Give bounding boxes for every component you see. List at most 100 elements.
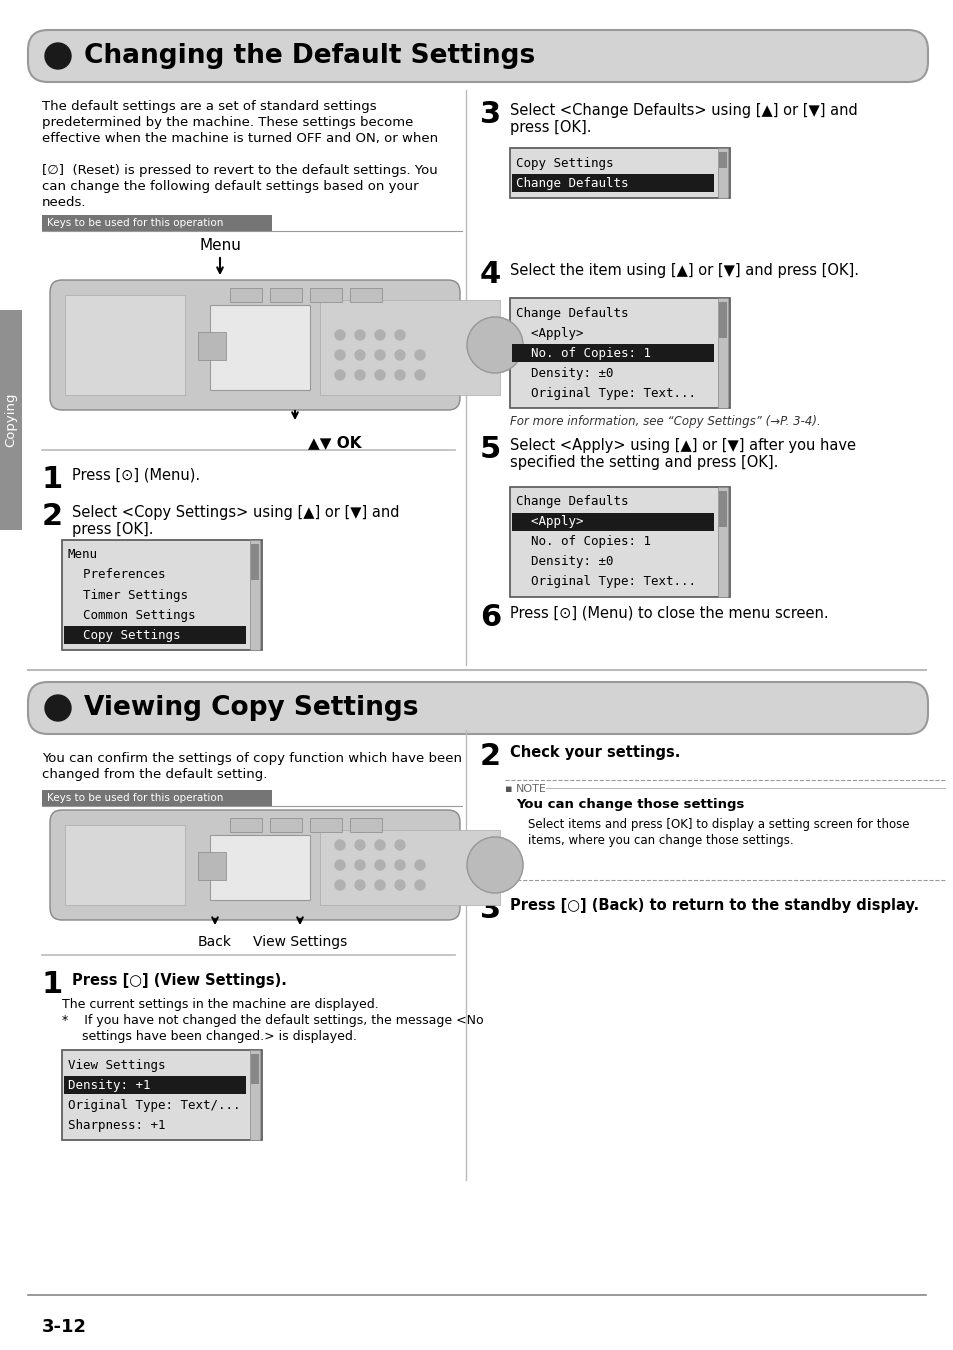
Bar bbox=[718, 298, 727, 408]
Circle shape bbox=[375, 860, 385, 869]
Circle shape bbox=[335, 329, 345, 340]
Bar bbox=[251, 1054, 258, 1084]
Text: Copy Settings: Copy Settings bbox=[516, 157, 613, 170]
Text: Menu: Menu bbox=[68, 548, 98, 562]
Bar bbox=[251, 544, 258, 580]
Circle shape bbox=[467, 317, 522, 373]
Text: Viewing Copy Settings: Viewing Copy Settings bbox=[84, 695, 418, 721]
Bar bbox=[198, 332, 226, 360]
Text: No. of Copies: 1: No. of Copies: 1 bbox=[516, 347, 650, 359]
Text: Check your settings.: Check your settings. bbox=[510, 745, 679, 760]
Text: 6: 6 bbox=[479, 603, 500, 632]
Circle shape bbox=[395, 880, 405, 890]
Text: ▪: ▪ bbox=[504, 784, 512, 794]
Bar bbox=[510, 148, 729, 198]
Circle shape bbox=[395, 860, 405, 869]
Text: ▲▼ OK: ▲▼ OK bbox=[308, 435, 361, 450]
Bar bbox=[65, 825, 185, 905]
Text: <Apply>: <Apply> bbox=[516, 516, 583, 528]
Bar bbox=[64, 1076, 246, 1094]
Text: *    If you have not changed the default settings, the message <No: * If you have not changed the default se… bbox=[62, 1014, 483, 1027]
Text: Select <Copy Settings> using [▲] or [▼] and
press [OK].: Select <Copy Settings> using [▲] or [▼] … bbox=[71, 505, 399, 537]
Text: <Apply>: <Apply> bbox=[516, 327, 583, 339]
Circle shape bbox=[355, 350, 365, 360]
Text: For more information, see “Copy Settings” (→P. 3-4).: For more information, see “Copy Settings… bbox=[510, 414, 820, 428]
Bar bbox=[250, 1050, 260, 1139]
Text: Sharpness: +1: Sharpness: +1 bbox=[68, 1119, 165, 1131]
Circle shape bbox=[415, 880, 424, 890]
Bar bbox=[230, 288, 262, 302]
Text: needs.: needs. bbox=[42, 196, 87, 209]
Text: Back: Back bbox=[198, 936, 232, 949]
Text: Density: +1: Density: +1 bbox=[68, 1079, 151, 1092]
Text: 3: 3 bbox=[479, 895, 500, 923]
Circle shape bbox=[355, 370, 365, 379]
Circle shape bbox=[415, 370, 424, 379]
Text: 2: 2 bbox=[479, 743, 500, 771]
Bar bbox=[718, 148, 727, 198]
Bar bbox=[719, 153, 726, 167]
Text: Change Defaults: Change Defaults bbox=[516, 306, 628, 320]
Bar bbox=[319, 300, 499, 396]
Circle shape bbox=[395, 329, 405, 340]
FancyBboxPatch shape bbox=[50, 810, 459, 919]
Text: You can confirm the settings of copy function which have been: You can confirm the settings of copy fun… bbox=[42, 752, 461, 765]
Text: 1: 1 bbox=[42, 464, 63, 494]
Bar bbox=[0, 310, 22, 531]
Text: 1: 1 bbox=[42, 971, 63, 999]
Bar bbox=[210, 305, 310, 390]
Text: View Settings: View Settings bbox=[68, 1058, 165, 1072]
Circle shape bbox=[395, 840, 405, 850]
Circle shape bbox=[335, 370, 345, 379]
Circle shape bbox=[395, 350, 405, 360]
Bar bbox=[62, 540, 262, 649]
Bar bbox=[230, 818, 262, 832]
Bar bbox=[718, 487, 727, 597]
Text: Original Type: Text...: Original Type: Text... bbox=[516, 575, 696, 589]
Text: Timer Settings: Timer Settings bbox=[68, 589, 188, 602]
Text: Select <Apply> using [▲] or [▼] after you have
specified the setting and press [: Select <Apply> using [▲] or [▼] after yo… bbox=[510, 437, 855, 470]
Text: Press [⊙] (Menu) to close the menu screen.: Press [⊙] (Menu) to close the menu scree… bbox=[510, 606, 828, 621]
FancyBboxPatch shape bbox=[50, 279, 459, 410]
Text: changed from the default setting.: changed from the default setting. bbox=[42, 768, 267, 782]
Bar bbox=[65, 296, 185, 396]
Bar bbox=[250, 540, 260, 649]
Text: Press [⊙] (Menu).: Press [⊙] (Menu). bbox=[71, 468, 200, 483]
Text: 5: 5 bbox=[479, 435, 500, 464]
Text: Select the item using [▲] or [▼] and press [OK].: Select the item using [▲] or [▼] and pre… bbox=[510, 263, 858, 278]
Circle shape bbox=[355, 880, 365, 890]
Circle shape bbox=[415, 860, 424, 869]
Text: [∅]  (Reset) is pressed to revert to the default settings. You: [∅] (Reset) is pressed to revert to the … bbox=[42, 163, 437, 177]
Text: Density: ±0: Density: ±0 bbox=[516, 366, 613, 379]
Circle shape bbox=[355, 329, 365, 340]
Text: You can change those settings: You can change those settings bbox=[516, 798, 743, 811]
Text: can change the following default settings based on your: can change the following default setting… bbox=[42, 180, 418, 193]
Text: Changing the Default Settings: Changing the Default Settings bbox=[84, 43, 535, 69]
Bar bbox=[510, 298, 729, 408]
Bar bbox=[319, 830, 499, 905]
Bar bbox=[719, 491, 726, 526]
Bar bbox=[42, 215, 272, 231]
Circle shape bbox=[335, 840, 345, 850]
FancyBboxPatch shape bbox=[28, 682, 927, 734]
Circle shape bbox=[355, 860, 365, 869]
Circle shape bbox=[375, 370, 385, 379]
Bar bbox=[64, 626, 246, 644]
Circle shape bbox=[375, 350, 385, 360]
Circle shape bbox=[415, 350, 424, 360]
Text: NOTE: NOTE bbox=[516, 784, 546, 794]
Text: Keys to be used for this operation: Keys to be used for this operation bbox=[47, 217, 223, 228]
Text: Preferences: Preferences bbox=[68, 568, 165, 582]
Circle shape bbox=[45, 695, 71, 721]
Text: predetermined by the machine. These settings become: predetermined by the machine. These sett… bbox=[42, 116, 413, 130]
Bar bbox=[62, 1050, 262, 1139]
Text: 3-12: 3-12 bbox=[42, 1318, 87, 1336]
Bar bbox=[350, 818, 381, 832]
Bar bbox=[310, 288, 341, 302]
Bar bbox=[719, 302, 726, 338]
Circle shape bbox=[335, 860, 345, 869]
Bar bbox=[42, 790, 272, 806]
Text: Original Type: Text...: Original Type: Text... bbox=[516, 386, 696, 400]
Bar bbox=[270, 818, 302, 832]
Text: 4: 4 bbox=[479, 261, 500, 289]
